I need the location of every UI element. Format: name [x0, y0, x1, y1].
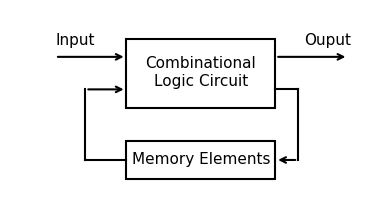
- Text: Combinational: Combinational: [145, 56, 256, 71]
- Bar: [127, 141, 275, 179]
- Text: Input: Input: [55, 33, 94, 48]
- Text: Ouput: Ouput: [304, 33, 351, 48]
- Text: Memory Elements: Memory Elements: [132, 153, 270, 168]
- Bar: [127, 39, 275, 108]
- Text: Logic Circuit: Logic Circuit: [154, 74, 248, 89]
